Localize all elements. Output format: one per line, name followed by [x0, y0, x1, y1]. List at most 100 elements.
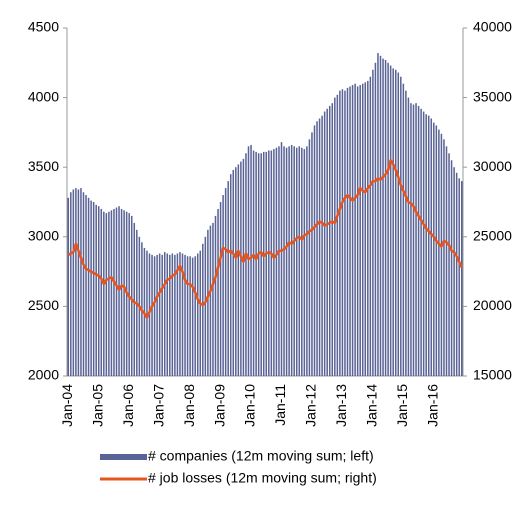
y-tick-label: 2500: [28, 297, 59, 313]
bar: [336, 94, 339, 376]
bar: [318, 118, 321, 376]
bar: [70, 192, 72, 376]
bar: [156, 254, 158, 376]
bar: [354, 83, 356, 377]
bar: [453, 167, 455, 376]
bar: [118, 206, 120, 376]
bar: [306, 146, 308, 376]
bar: [268, 150, 270, 376]
bar: [356, 86, 359, 377]
bar: [321, 115, 323, 377]
bar: [260, 153, 262, 376]
bar: [400, 76, 402, 376]
bar: [405, 90, 407, 376]
bar: [448, 153, 450, 376]
bar: [443, 139, 445, 376]
bar: [278, 146, 280, 376]
bar: [450, 160, 453, 376]
bar: [455, 172, 458, 376]
y-tick-label: 3500: [28, 158, 59, 174]
bar: [415, 103, 417, 376]
bar: [298, 146, 301, 376]
y2-tick-label: 30000: [473, 158, 512, 174]
bar: [146, 250, 148, 376]
bar: [113, 208, 115, 376]
bar: [103, 211, 105, 376]
bar: [204, 236, 207, 376]
bar: [80, 188, 82, 376]
bar: [133, 222, 136, 376]
bar: [95, 204, 97, 376]
bar: [412, 104, 415, 376]
bar: [245, 153, 247, 376]
bar: [179, 252, 181, 376]
x-tick-label: Jan-15: [394, 384, 410, 427]
bar: [222, 195, 224, 376]
bar: [326, 108, 328, 377]
bar: [372, 69, 374, 376]
bar: [397, 72, 400, 376]
bar: [262, 151, 265, 376]
legend-label: # companies (12m moving sum; left): [148, 448, 374, 464]
bar: [460, 181, 463, 376]
bar: [181, 253, 184, 376]
bar: [377, 53, 379, 376]
bar: [270, 150, 273, 376]
bar: [255, 151, 257, 376]
y2-tick-label: 40000: [473, 19, 512, 35]
bar: [290, 144, 293, 376]
bar: [176, 253, 179, 376]
bar: [425, 114, 427, 376]
bar: [92, 202, 95, 376]
x-tick-label: Jan-04: [59, 384, 75, 427]
bar: [214, 215, 217, 376]
bar: [217, 208, 219, 376]
bar: [427, 115, 430, 377]
x-tick-label: Jan-08: [181, 384, 197, 427]
bar: [384, 60, 387, 377]
bar: [394, 69, 397, 376]
bar: [196, 253, 199, 376]
bar: [410, 103, 412, 376]
bar: [194, 256, 196, 376]
bar: [247, 146, 250, 376]
bar: [174, 254, 176, 376]
bar: [334, 97, 336, 376]
bar: [209, 225, 212, 376]
bar: [280, 142, 283, 376]
bar: [387, 62, 389, 377]
legend-label: # job losses (12m moving sum; right): [148, 470, 377, 486]
bar: [227, 181, 229, 376]
y2-tick-label: 15000: [473, 367, 512, 383]
bar: [229, 174, 232, 376]
bar: [331, 103, 334, 376]
bar: [130, 215, 133, 376]
bar: [379, 55, 382, 377]
bar: [273, 149, 275, 376]
bar: [440, 133, 443, 376]
y2-tick-label: 20000: [473, 297, 512, 313]
bar: [303, 149, 306, 376]
bar: [339, 90, 341, 376]
bar: [275, 147, 278, 376]
x-tick-label: Jan-13: [333, 384, 349, 427]
bar: [430, 118, 433, 376]
bar: [311, 132, 313, 376]
bar: [328, 105, 331, 377]
bar: [438, 129, 440, 376]
bar: [207, 229, 209, 376]
bar: [288, 146, 290, 376]
x-tick-label: Jan-10: [242, 384, 258, 427]
bar: [75, 188, 77, 376]
bar: [235, 167, 237, 376]
bar: [77, 189, 80, 376]
bar: [344, 90, 346, 376]
bar: [232, 169, 235, 376]
bar: [435, 125, 438, 376]
bar: [382, 58, 384, 377]
bar: [87, 197, 90, 376]
bar: [313, 125, 316, 376]
bar: [202, 243, 204, 376]
y2-tick-label: 25000: [473, 228, 512, 244]
